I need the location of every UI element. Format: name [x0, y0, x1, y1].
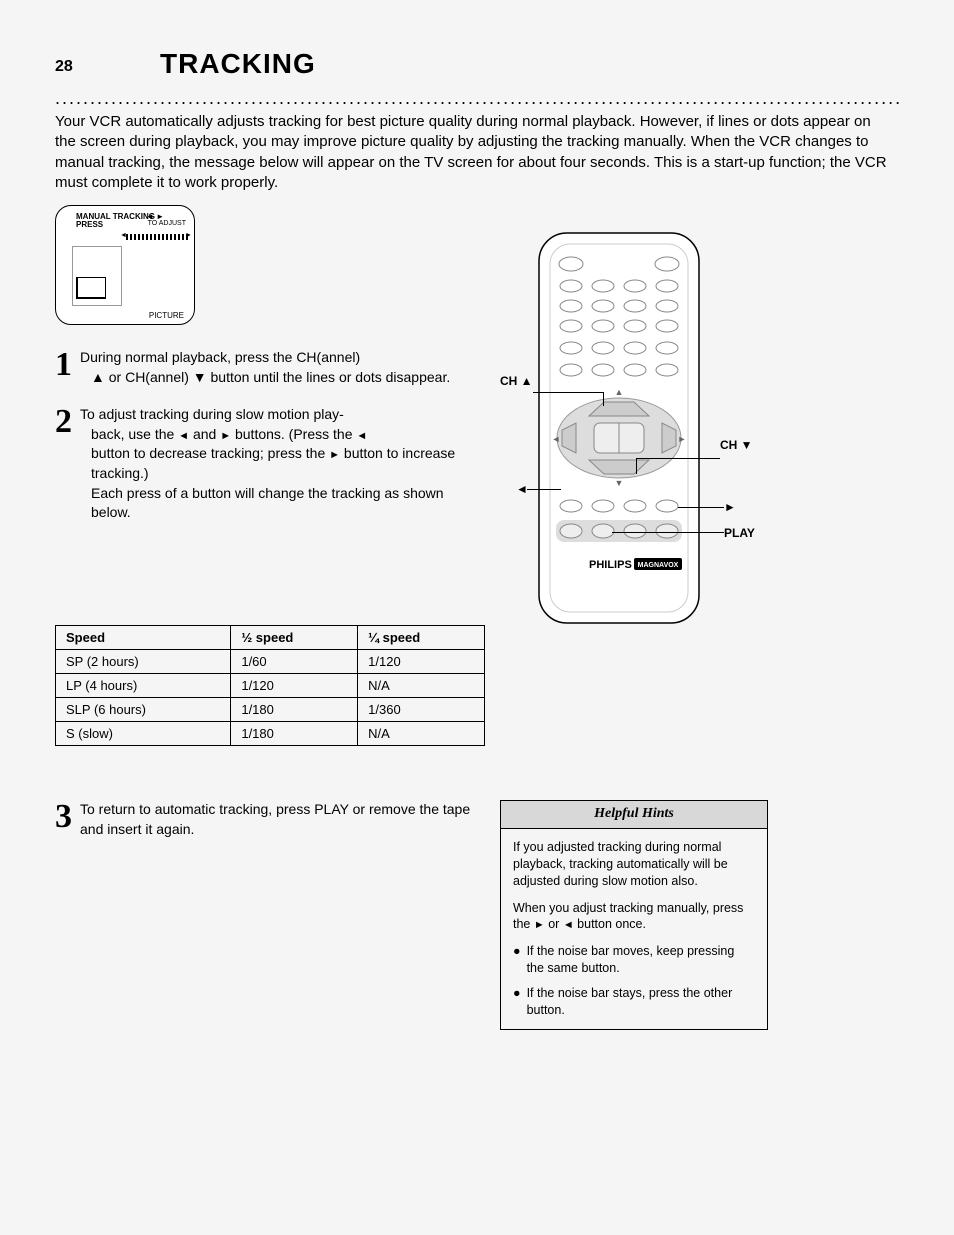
step-2-num: 2	[55, 405, 72, 439]
step-3-num: 3	[55, 800, 72, 834]
tv-osd-illustration: MANUAL TRACKING PRESS ◄ ► TO ADJUST ◄ ► …	[55, 205, 195, 325]
osd-bar-right-tri: ►	[185, 232, 192, 239]
remote-illustration: ▲ ▼ ◄ ► PHILIPS MAGNAVOX	[534, 228, 704, 628]
hint-p1: If you adjusted tracking during normal p…	[513, 839, 755, 890]
callout-line	[612, 532, 724, 533]
helpful-hints-box: Helpful Hints If you adjusted tracking d…	[500, 800, 768, 1030]
step-2-lead: To adjust tracking during slow motion pl…	[80, 406, 344, 422]
svg-text:PHILIPS: PHILIPS	[589, 559, 632, 571]
th-speed: Speed	[56, 626, 231, 650]
step-2: 2 To adjust tracking during slow motion p…	[55, 405, 485, 523]
step-3: 3To return to automatic tracking, press …	[55, 800, 485, 839]
th-quarter: ¼ speed	[358, 626, 485, 650]
table-header-row: Speed ½ speed ¼ speed	[56, 626, 485, 650]
page-number: 28	[55, 58, 73, 76]
step-3-lead: T	[80, 801, 87, 817]
tracking-table: Speed ½ speed ¼ speed SP (2 hours)1/601/…	[55, 625, 485, 746]
osd-line2: PRESS	[76, 220, 103, 229]
step-1-lead: During normal playback, press the CH(ann…	[80, 349, 360, 365]
callout-play: PLAY	[724, 526, 755, 540]
callout-line	[636, 458, 720, 459]
svg-text:▼: ▼	[615, 478, 624, 488]
hint-bullet-1: ●If the noise bar moves, keep pressing t…	[513, 943, 755, 977]
callout-line	[636, 458, 637, 474]
steps-column: 1 During normal playback, press the CH(an…	[55, 348, 485, 541]
mini-tv-icon	[72, 246, 122, 306]
intro-paragraph: Your VCR automatically adjusts tracking …	[55, 112, 895, 193]
step-2-body: back, use the ◄ and ► buttons. (Press th…	[91, 425, 485, 484]
hint-bullet-2: ●If the noise bar stays, press the other…	[513, 985, 755, 1019]
dotted-rule: ........................................…	[55, 88, 899, 109]
table-row: LP (4 hours)1/120N/A	[56, 674, 485, 698]
table-body: SP (2 hours)1/601/120 LP (4 hours)1/120N…	[56, 650, 485, 746]
svg-text:▲: ▲	[615, 387, 624, 397]
callout-line	[533, 392, 603, 393]
callout-ch-up: CH ▲	[500, 374, 533, 388]
th-half: ½ speed	[231, 626, 358, 650]
step-2-note: Each press of a button will change the t…	[91, 484, 485, 523]
callout-ch-down: CH ▼	[720, 438, 753, 452]
helpful-hints-body: If you adjusted tracking during normal p…	[501, 829, 767, 1029]
svg-text:►: ►	[678, 434, 687, 444]
table-row: SLP (6 hours)1/1801/360	[56, 698, 485, 722]
callout-line	[678, 507, 724, 508]
step-1-num: 1	[55, 348, 72, 382]
hint-p2: When you adjust tracking manually, press…	[513, 900, 755, 934]
step-1-body: ▲ or CH(annel) ▼ button until the lines …	[91, 368, 485, 388]
page-title: TRACKING	[160, 48, 316, 80]
step-1: 1 During normal playback, press the CH(an…	[55, 348, 485, 387]
callout-line	[603, 392, 604, 406]
callout-line	[527, 489, 561, 490]
helpful-hints-header: Helpful Hints	[501, 801, 767, 829]
mini-screen	[76, 277, 106, 299]
remote-svg: ▲ ▼ ◄ ► PHILIPS MAGNAVOX	[534, 228, 704, 628]
osd-bar-left-tri: ◄	[120, 232, 127, 239]
table-row: S (slow)1/180N/A	[56, 722, 485, 746]
svg-text:MAGNAVOX: MAGNAVOX	[638, 562, 679, 569]
osd-tracking-bar	[126, 234, 188, 240]
osd-hint: TO ADJUST	[148, 220, 186, 227]
table-row: SP (2 hours)1/601/120	[56, 650, 485, 674]
step-3-body: o return to automatic tracking, press PL…	[80, 801, 470, 837]
svg-text:◄: ◄	[552, 434, 561, 444]
callout-right: ►	[724, 500, 736, 514]
osd-picture-label: PICTURE	[149, 311, 184, 320]
